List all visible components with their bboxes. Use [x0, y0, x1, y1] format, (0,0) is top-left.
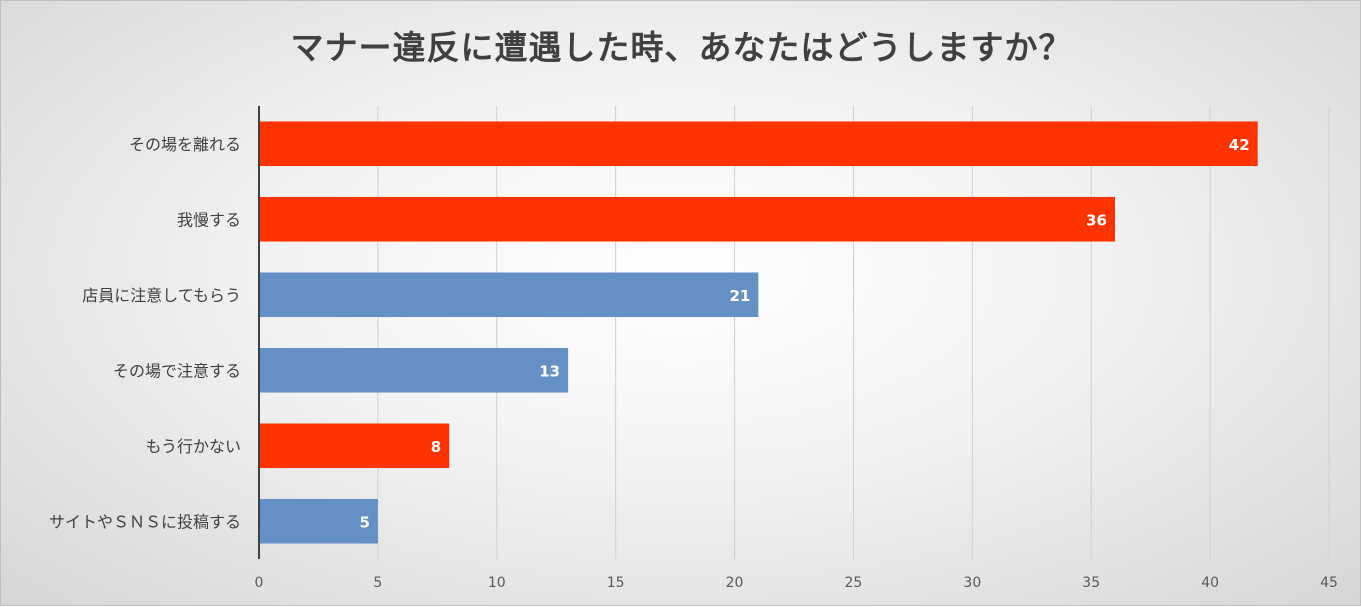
x-tick-label: 35: [1082, 575, 1100, 591]
x-tick-label: 0: [255, 575, 264, 591]
category-label: 店員に注意してもらう: [82, 286, 241, 305]
bar: [260, 196, 1115, 242]
data-label: 13: [539, 362, 560, 380]
x-tick-label: 25: [845, 575, 863, 591]
chart-title: マナー違反に遭遇した時、あなたはどうしますか？: [290, 28, 1073, 67]
x-tick-label: 45: [1320, 575, 1338, 591]
category-label: 我慢する: [177, 210, 241, 229]
x-tick-label: 20: [726, 575, 744, 591]
category-label: もう行かない: [145, 437, 241, 456]
data-label: 8: [431, 438, 441, 456]
bar: [260, 347, 569, 393]
bar: [260, 498, 378, 544]
x-tick-label: 40: [1201, 575, 1219, 591]
category-label: その場を離れる: [129, 135, 241, 154]
x-tick-label: 5: [373, 575, 382, 591]
bar: [260, 423, 450, 469]
data-label: 36: [1086, 211, 1107, 229]
data-label: 21: [729, 287, 750, 305]
bar: [260, 272, 759, 318]
x-tick-label: 15: [607, 575, 625, 591]
bar: [260, 121, 1258, 167]
category-label: サイトやＳＮＳに投稿する: [49, 512, 241, 531]
data-label: 5: [359, 513, 369, 531]
x-tick-label: 10: [488, 575, 506, 591]
category-label: その場で注意する: [113, 361, 241, 380]
x-tick-label: 30: [963, 575, 981, 591]
data-label: 42: [1229, 136, 1250, 154]
